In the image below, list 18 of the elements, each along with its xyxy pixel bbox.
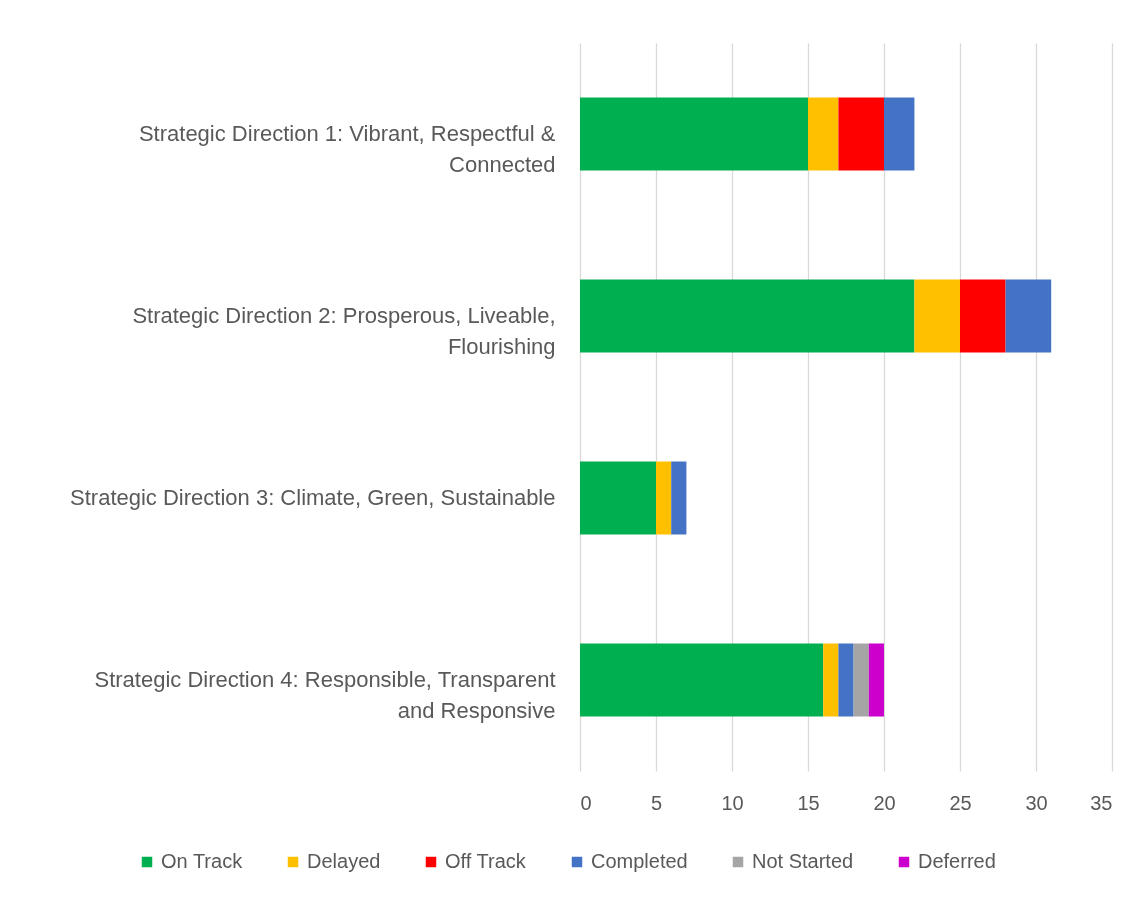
x-tick-label: 30 xyxy=(1025,791,1048,814)
x-tick-label: 0 xyxy=(580,791,592,814)
legend-label: Delayed xyxy=(307,850,381,872)
x-tick-label: 25 xyxy=(949,791,972,814)
legend-label: Off Track xyxy=(445,850,527,872)
x-tick-label: 10 xyxy=(721,791,744,814)
legend-label: Not Started xyxy=(752,850,854,872)
y-tick-label: Strategic Direction 2: Prosperous, Liveable, Flourishing xyxy=(132,303,556,359)
legend-label: On Track xyxy=(161,850,244,872)
x-tick-label: 20 xyxy=(873,791,896,814)
x-tick-label: 35 xyxy=(1090,791,1113,814)
legend-label: Deferred xyxy=(918,850,996,872)
legend-label: Completed xyxy=(591,850,688,872)
y-tick-label: Strategic Direction 4: Responsible, Transparent and Responsive xyxy=(94,667,556,723)
x-tick-label: 5 xyxy=(650,791,663,814)
x-tick-label: 15 xyxy=(797,791,820,814)
y-tick-label: Strategic Direction 3: Climate, Green, Sustainable xyxy=(70,485,556,510)
y-tick-label: Strategic Direction 1: Vibrant, Respectful & Connected xyxy=(138,121,556,177)
